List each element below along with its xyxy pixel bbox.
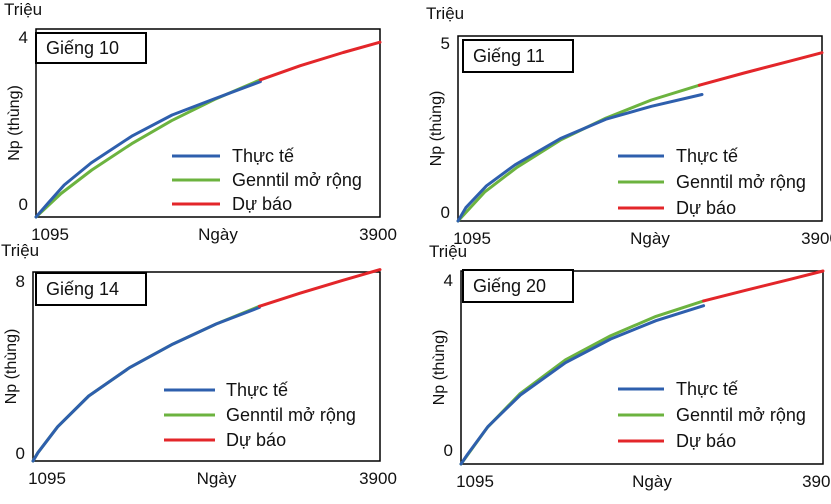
panel-3-x-tick-start: 1095 xyxy=(28,469,66,488)
panel-2-legend-label-extended-gentil: Genntil mở rộng xyxy=(676,172,806,192)
panel-4-unit-label: Triệu xyxy=(429,242,467,261)
panel-2-title-box xyxy=(462,39,574,73)
panel-2-series-actual xyxy=(456,93,704,223)
panel-2-y-tick-top: 5 xyxy=(441,34,450,53)
panel-2-x-tick-start: 1095 xyxy=(453,229,491,248)
panel-3-series-forecast xyxy=(257,268,382,308)
panel-1-legend-label-extended-gentil: Genntil mở rộng xyxy=(232,170,362,190)
panel-4-title: Giếng 20 xyxy=(473,276,546,296)
panel-4-legend-label-extended-gentil: Genntil mở rộng xyxy=(676,405,806,425)
panel-2-legend-label-forecast: Dự báo xyxy=(676,198,736,218)
panel-2-plot-frame xyxy=(457,35,823,222)
panel-1-title: Giếng 10 xyxy=(46,38,119,58)
panel-2-title: Giếng 11 xyxy=(473,46,545,66)
panel-4-series-actual xyxy=(459,304,706,466)
panel-4-x-tick-end: 3900 xyxy=(802,472,831,491)
panel-3-x-tick-end: 3900 xyxy=(359,469,397,488)
panel-1-y-axis-label: Np (thùng) xyxy=(6,85,23,161)
panel-3-y-tick-zero: 0 xyxy=(16,444,25,463)
panel-1-title-box xyxy=(35,32,147,64)
panel-1-unit-label: Triệu xyxy=(4,0,42,19)
panel-3-y-tick-top: 8 xyxy=(16,272,25,291)
panel-4-series-forecast xyxy=(702,269,825,303)
panel-3-legend-label-actual: Thực tế xyxy=(226,380,288,400)
panel-4-series-extended-gentil xyxy=(459,299,706,466)
panel-2-x-axis-label: Ngày xyxy=(630,229,670,248)
panel-1-legend-label-actual: Thực tế xyxy=(232,146,294,166)
panel-4-title-box xyxy=(462,269,574,303)
panel-4-legend-label-actual: Thực tế xyxy=(676,379,738,399)
panel-3-x-axis-label: Ngày xyxy=(197,469,237,488)
panel-1-series-extended-gentil xyxy=(34,78,262,219)
panel-1-series-forecast xyxy=(258,40,382,82)
panel-3-legend-label-extended-gentil: Genntil mở rộng xyxy=(226,405,356,425)
panel-1-x-axis-label: Ngày xyxy=(198,225,238,244)
panel-4-y-tick-top: 4 xyxy=(444,271,453,290)
panel-3-plot-frame xyxy=(32,271,381,462)
panel-2-series-extended-gentil xyxy=(456,83,701,223)
panel-4-x-axis-label: Ngày xyxy=(632,472,672,491)
panel-4-y-axis-label: Np (thùng) xyxy=(431,330,448,406)
panel-1-x-tick-start: 1095 xyxy=(31,225,69,244)
panel-1-legend-label-forecast: Dự báo xyxy=(232,194,292,214)
panel-2-unit-label: Triệu xyxy=(426,4,464,23)
panel-2-x-tick-end: 3900 xyxy=(801,229,831,248)
panel-1-series-actual xyxy=(34,80,262,219)
panel-3-series-actual xyxy=(31,305,261,463)
panel-2-y-tick-zero: 0 xyxy=(441,203,450,222)
panel-3-y-axis-label: Np (thùng) xyxy=(3,329,20,405)
panel-4-y-tick-zero: 0 xyxy=(444,441,453,460)
panel-1-y-tick-zero: 0 xyxy=(19,195,28,214)
panel-4-x-tick-start: 1095 xyxy=(456,472,494,491)
panel-3-legend-label-forecast: Dự báo xyxy=(226,430,286,450)
panel-2-legend-label-actual: Thực tế xyxy=(676,146,738,166)
panel-1-y-tick-top: 4 xyxy=(19,28,28,47)
panel-3-unit-label: Triệu xyxy=(1,241,39,260)
panel-3-title-box xyxy=(35,272,147,306)
panel-1-x-tick-end: 3900 xyxy=(359,225,397,244)
panel-4-legend-label-forecast: Dự báo xyxy=(676,431,736,451)
panel-2-series-forecast xyxy=(697,51,824,87)
panel-4-plot-frame xyxy=(460,270,824,465)
panel-2-y-axis-label: Np (thùng) xyxy=(428,91,445,167)
panel-3-title: Giếng 14 xyxy=(46,279,119,299)
panel-1-plot-frame xyxy=(35,28,381,218)
